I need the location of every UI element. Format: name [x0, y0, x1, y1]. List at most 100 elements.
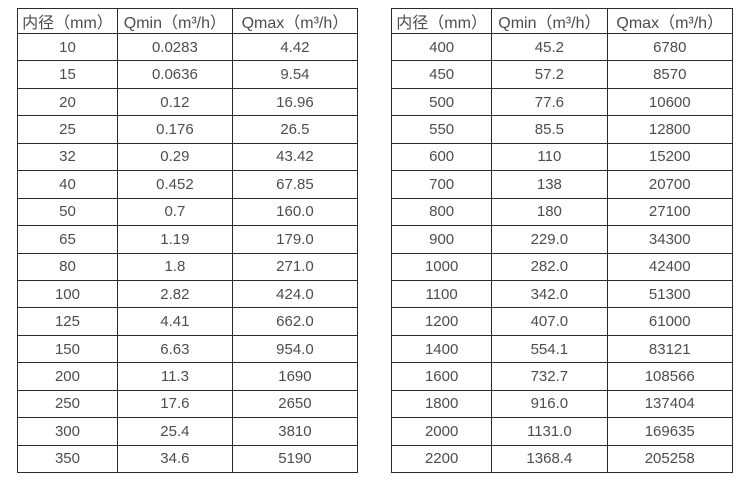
- diameter-flow-table: 内径（mm） Qmin（m³/h） Qmax（m³/h） 400 45.2 6780 45…: [390, 8, 733, 474]
- table-cell: 1000: [390, 252, 493, 281]
- table-cell: 550: [390, 115, 493, 144]
- table-row: 80 1.8 271.0: [17, 252, 359, 281]
- table-row: 10 0.0283 4.42: [17, 32, 359, 62]
- table-cell: 9.54: [231, 60, 359, 89]
- table-row: 150 6.63 954.0: [17, 334, 359, 364]
- header-row: 内径（mm） Qmin（m³/h） Qmax（m³/h）: [17, 8, 359, 34]
- table-row: 50 0.7 160.0: [17, 197, 359, 227]
- table-cell: 282.0: [491, 252, 608, 281]
- table-row: 600 110 15200: [390, 142, 733, 172]
- table-cell: 205258: [606, 444, 733, 474]
- table-cell: 45.2: [491, 32, 608, 62]
- table-cell: 0.0636: [116, 60, 233, 89]
- column-header: Qmin（m³/h）: [491, 8, 608, 34]
- column-header: 内径（mm）: [390, 8, 493, 34]
- table-cell: 61000: [606, 307, 733, 336]
- table-cell: 600: [390, 142, 493, 172]
- table-cell: 0.176: [116, 115, 233, 144]
- table-cell: 51300: [606, 279, 733, 309]
- table-row: 125 4.41 662.0: [17, 307, 359, 336]
- table-cell: 900: [390, 225, 493, 254]
- table-cell: 138: [491, 170, 608, 199]
- table-cell: 10: [17, 32, 118, 62]
- table-cell: 85.5: [491, 115, 608, 144]
- table-cell: 450: [390, 60, 493, 89]
- table-row: 32 0.29 43.42: [17, 142, 359, 172]
- table-cell: 0.7: [116, 197, 233, 227]
- table-cell: 50: [17, 197, 118, 227]
- table-cell: 424.0: [231, 279, 359, 309]
- table-row: 700 138 20700: [390, 170, 733, 199]
- table-cell: 110: [491, 142, 608, 172]
- table-row: 2000 1131.0 169635: [390, 417, 733, 446]
- table-cell: 2000: [390, 417, 493, 446]
- table-cell: 1.8: [116, 252, 233, 281]
- table-cell: 342.0: [491, 279, 608, 309]
- column-header: 内径（mm）: [17, 8, 118, 34]
- table-cell: 0.452: [116, 170, 233, 199]
- flow-table-large-diameters: 内径（mm） Qmin（m³/h） Qmax（m³/h） 400 45.2 6780 45…: [390, 8, 733, 474]
- table-cell: 34300: [606, 225, 733, 254]
- table-row: 1600 732.7 108566: [390, 362, 733, 391]
- table-cell: 40: [17, 170, 118, 199]
- table-cell: 125: [17, 307, 118, 336]
- table-cell: 15: [17, 60, 118, 89]
- table-cell: 0.29: [116, 142, 233, 172]
- table-cell: 169635: [606, 417, 733, 446]
- table-cell: 1400: [390, 334, 493, 364]
- diameter-flow-table: 内径（mm） Qmin（m³/h） Qmax（m³/h） 10 0.0283 4.42 1…: [17, 8, 359, 474]
- header-row: 内径（mm） Qmin（m³/h） Qmax（m³/h）: [390, 8, 733, 34]
- table-cell: 5190: [231, 444, 359, 474]
- table-row: 200 11.3 1690: [17, 362, 359, 391]
- table-cell: 27100: [606, 197, 733, 227]
- table-cell: 16.96: [231, 87, 359, 117]
- table-cell: 500: [390, 87, 493, 117]
- table-row: 450 57.2 8570: [390, 60, 733, 89]
- table-cell: 26.5: [231, 115, 359, 144]
- table-cell: 554.1: [491, 334, 608, 364]
- table-cell: 25: [17, 115, 118, 144]
- flow-table-small-diameters: 内径（mm） Qmin（m³/h） Qmax（m³/h） 10 0.0283 4.42 1…: [17, 8, 359, 474]
- table-cell: 12800: [606, 115, 733, 144]
- table-cell: 4.41: [116, 307, 233, 336]
- table-cell: 700: [390, 170, 493, 199]
- column-header: Qmin（m³/h）: [116, 8, 233, 34]
- table-cell: 57.2: [491, 60, 608, 89]
- table-cell: 1131.0: [491, 417, 608, 446]
- table-row: 500 77.6 10600: [390, 87, 733, 117]
- table-cell: 400: [390, 32, 493, 62]
- table-cell: 250: [17, 389, 118, 419]
- column-header: Qmax（m³/h）: [231, 8, 359, 34]
- table-cell: 662.0: [231, 307, 359, 336]
- table-cell: 1100: [390, 279, 493, 309]
- table-cell: 25.4: [116, 417, 233, 446]
- table-row: 1100 342.0 51300: [390, 279, 733, 309]
- table-row: 1200 407.0 61000: [390, 307, 733, 336]
- table-cell: 200: [17, 362, 118, 391]
- table-row: 2200 1368.4 205258: [390, 444, 733, 474]
- table-cell: 20: [17, 87, 118, 117]
- table-cell: 32: [17, 142, 118, 172]
- table-cell: 6.63: [116, 334, 233, 364]
- table-cell: 271.0: [231, 252, 359, 281]
- table-cell: 20700: [606, 170, 733, 199]
- table-cell: 83121: [606, 334, 733, 364]
- table-cell: 4.42: [231, 32, 359, 62]
- table-cell: 1.19: [116, 225, 233, 254]
- table-row: 300 25.4 3810: [17, 417, 359, 446]
- table-cell: 2200: [390, 444, 493, 474]
- table-cell: 1368.4: [491, 444, 608, 474]
- table-cell: 0.12: [116, 87, 233, 117]
- table-cell: 180: [491, 197, 608, 227]
- table-cell: 1800: [390, 389, 493, 419]
- table-cell: 1690: [231, 362, 359, 391]
- table-cell: 2.82: [116, 279, 233, 309]
- table-cell: 10600: [606, 87, 733, 117]
- table-row: 900 229.0 34300: [390, 225, 733, 254]
- table-row: 550 85.5 12800: [390, 115, 733, 144]
- table-cell: 350: [17, 444, 118, 474]
- table-row: 25 0.176 26.5: [17, 115, 359, 144]
- table-row: 20 0.12 16.96: [17, 87, 359, 117]
- table-cell: 108566: [606, 362, 733, 391]
